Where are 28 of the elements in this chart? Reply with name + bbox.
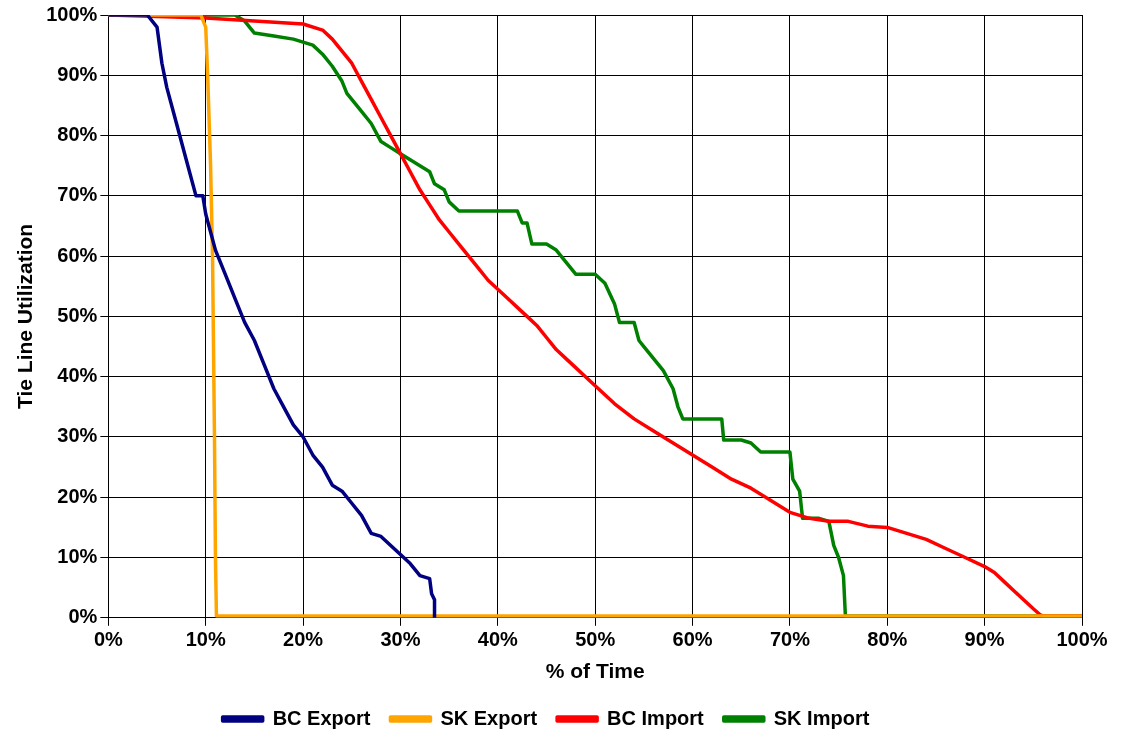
y-tick-label: 40% (57, 364, 98, 387)
x-tick-label: 100% (1056, 628, 1108, 651)
x-tick-label: 70% (769, 628, 811, 651)
y-tick-label: 30% (57, 424, 98, 447)
y-tick-label: 70% (57, 183, 98, 206)
x-tick-label: 40% (477, 628, 519, 651)
legend-label: SK Import (773, 706, 870, 729)
x-tick-label: 10% (185, 628, 226, 651)
y-axis-title: Tie Line Utilization (13, 223, 37, 409)
y-tick-label: 10% (57, 545, 98, 568)
x-tick-label: 30% (380, 628, 421, 651)
x-tick-label: 80% (867, 628, 908, 651)
x-tick-label: 90% (964, 628, 1005, 651)
y-tick-label: 20% (57, 484, 98, 507)
x-tick-label: 20% (283, 628, 324, 651)
y-tick-label: 100% (46, 2, 98, 25)
x-axis-title: % of Time (545, 659, 645, 683)
y-tick-label: 50% (57, 303, 98, 326)
y-tick-label: 0% (68, 605, 98, 628)
y-tick-label: 60% (57, 243, 98, 266)
y-tick-label: 90% (57, 62, 98, 85)
legend-label: SK Export (440, 706, 538, 729)
legend-label: BC Export (272, 706, 371, 729)
x-tick-label: 60% (672, 628, 713, 651)
legend-label: BC Import (607, 706, 705, 729)
y-tick-label: 80% (57, 123, 98, 146)
x-tick-label: 50% (575, 628, 616, 651)
x-tick-label: 0% (93, 628, 124, 651)
